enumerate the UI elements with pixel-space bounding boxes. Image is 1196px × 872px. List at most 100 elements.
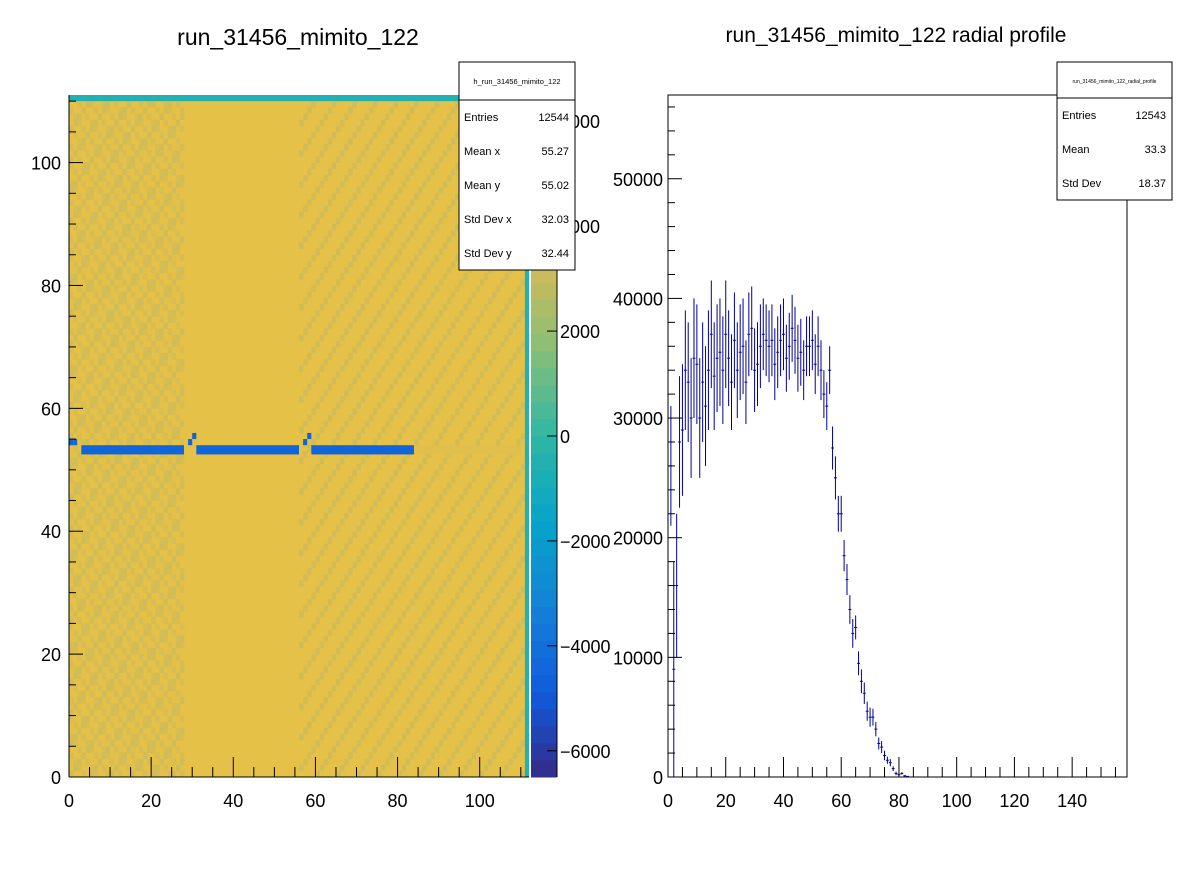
heatmap-cell [414, 623, 419, 630]
heatmap-cell [372, 285, 378, 293]
heatmap-cell [114, 654, 119, 661]
heatmap-cell [479, 678, 485, 686]
heatmap-cell [450, 138, 456, 145]
heatmap-cell [118, 420, 123, 428]
heatmap-cell [69, 432, 74, 440]
heatmap-cell [73, 224, 78, 231]
heatmap-cell [110, 647, 115, 655]
heatmap-cell [405, 328, 411, 336]
heatmap-cell [93, 586, 99, 594]
heatmap-cell [463, 365, 468, 372]
heatmap-cell [101, 654, 107, 661]
heatmap-cell [105, 107, 111, 114]
heatmap-cell [81, 230, 86, 237]
heatmap-cell [122, 758, 127, 766]
heatmap-cell [179, 641, 185, 649]
heatmap-cell [307, 598, 312, 606]
heatmap-cell [175, 518, 181, 526]
heatmap-cell [344, 267, 349, 274]
colorbar-segment [531, 623, 557, 642]
heatmap-cell [483, 764, 489, 772]
heatmap-cell [93, 383, 99, 391]
heatmap-cell [175, 654, 181, 661]
heatmap-cell [101, 119, 107, 127]
heatmap-cell [118, 113, 123, 120]
heatmap-cell [167, 254, 173, 262]
heatmap-cell [397, 617, 403, 624]
heatmap-cell [142, 346, 148, 354]
heatmap-cell [175, 641, 181, 649]
heatmap-cell [163, 168, 168, 176]
heatmap-cell [147, 500, 152, 508]
heatmap-cell [393, 715, 398, 723]
heatmap-cell [130, 549, 136, 557]
heatmap-cell [151, 193, 156, 200]
heatmap-cell [327, 291, 333, 299]
heatmap-cell [138, 604, 144, 612]
heatmap-cell [426, 113, 431, 120]
heatmap-cell [520, 371, 526, 379]
heatmap-cell [175, 746, 181, 753]
heatmap-cell [438, 770, 444, 778]
heatmap-cell [93, 715, 99, 723]
heatmap-cell [114, 150, 119, 157]
heatmap-cell [163, 709, 168, 716]
colorbar-segment [531, 504, 557, 522]
heatmap-cell [97, 371, 103, 379]
heatmap-cell [130, 568, 136, 575]
heatmap-cell [381, 396, 386, 403]
heatmap-cell [163, 672, 168, 680]
heatmap-cell [319, 641, 325, 649]
heatmap-cell [105, 586, 111, 594]
heatmap-cell [130, 604, 136, 612]
heatmap-cell [331, 469, 337, 477]
heatmap-cell [171, 494, 177, 501]
heatmap-cell [496, 746, 501, 753]
heatmap-cell [138, 697, 144, 704]
heatmap-cell [496, 531, 501, 538]
heatmap-cell [110, 678, 115, 686]
heatmap-cell [389, 260, 394, 268]
heatmap-cell [409, 138, 415, 145]
heatmap-cell [155, 199, 160, 206]
heatmap-cell [126, 414, 132, 422]
heatmap-cell [418, 678, 423, 686]
heatmap-cell [93, 764, 99, 772]
heatmap-cell [101, 525, 107, 532]
heatmap-cell [352, 377, 357, 385]
heatmap-cell [430, 322, 435, 329]
heatmap-cell [97, 463, 103, 471]
heatmap-cell [85, 377, 90, 385]
heatmap-cell [69, 512, 74, 520]
heatmap-cell [446, 604, 452, 612]
heatmap-cell [126, 138, 132, 145]
heatmap-cell [77, 328, 82, 336]
heatmap-cell [299, 303, 304, 311]
heatmap-cell [463, 488, 468, 495]
heatmap-cell [118, 715, 123, 723]
heatmap-cell [175, 617, 181, 624]
colorbar-segment [531, 470, 557, 488]
heatmap-cell [130, 254, 136, 262]
heatmap-cell [85, 684, 90, 692]
heatmap-cell [147, 611, 152, 618]
heatmap-cell [487, 697, 493, 704]
heatmap-cell [142, 353, 148, 360]
heatmap-cell [155, 531, 160, 538]
heatmap-cell [126, 672, 132, 680]
heatmap-cell [348, 230, 353, 237]
heatmap-cell [73, 549, 78, 557]
heatmap-cell [171, 617, 177, 624]
heatmap-cell [442, 549, 448, 557]
heatmap-cell [167, 549, 173, 557]
heatmap-cell [134, 684, 140, 692]
heatmap-cell [134, 758, 140, 766]
heatmap-cell [151, 690, 156, 698]
heatmap-y-tick-label: 100 [31, 154, 61, 174]
heatmap-cell [299, 703, 304, 710]
heatmap-cell [364, 174, 370, 182]
heatmap-cell [159, 113, 164, 120]
heatmap-cell [89, 488, 95, 495]
heatmap-cell [368, 168, 374, 176]
heatmap-cell [142, 568, 148, 575]
